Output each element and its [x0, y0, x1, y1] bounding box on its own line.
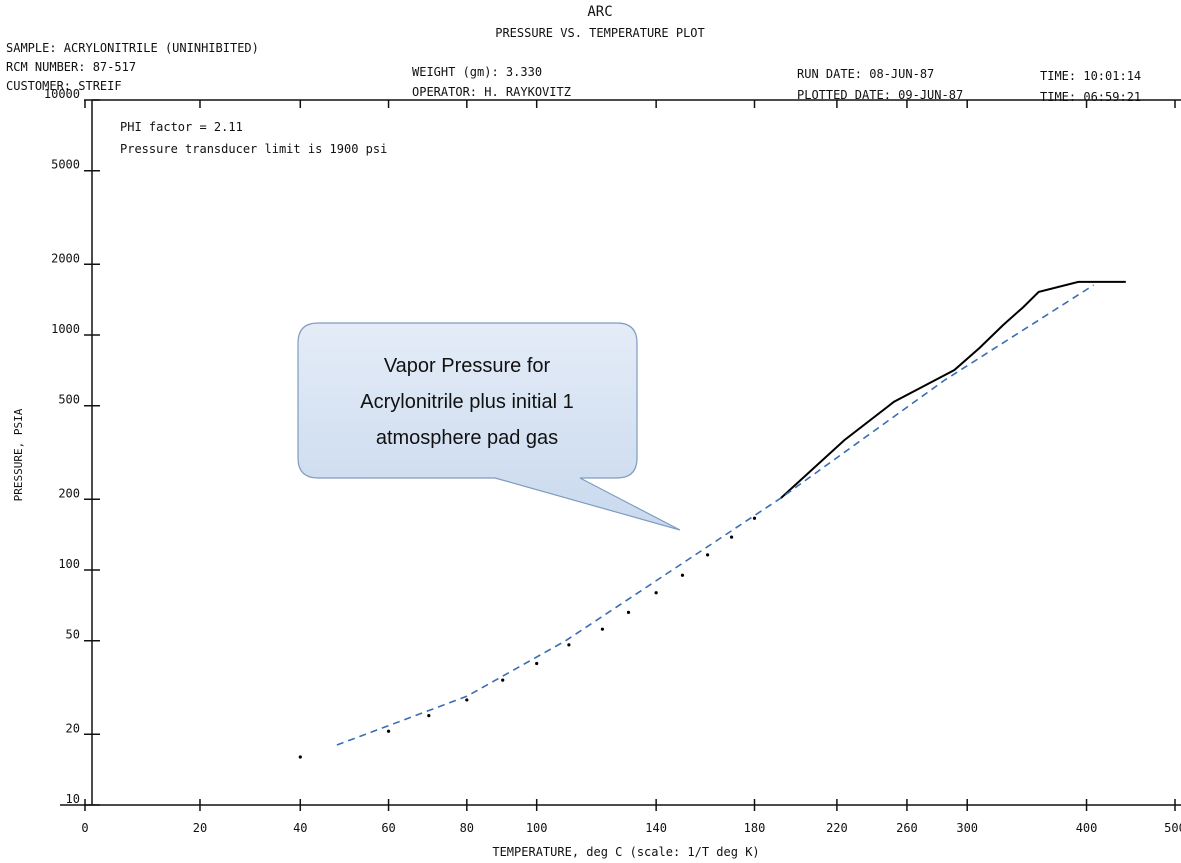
y-tick-label: 500 [58, 393, 80, 407]
rcm: RCM NUMBER: 87-517 [6, 60, 136, 74]
data-point [626, 610, 631, 615]
data-point [729, 535, 734, 539]
plotted-time: TIME: 06:59:21 [1040, 90, 1141, 104]
run-time: TIME: 10:01:14 [1040, 69, 1141, 83]
data-point [680, 573, 685, 577]
data-point [705, 553, 710, 557]
chart-subtitle: PRESSURE VS. TEMPERATURE PLOT [495, 26, 705, 40]
operator: OPERATOR: H. RAYKOVITZ [412, 85, 571, 99]
data-point [465, 698, 469, 702]
data-point [501, 678, 505, 682]
annotation: PHI factor = 2.11 [120, 120, 243, 134]
annotation: Pressure transducer limit is 1900 psi [120, 142, 387, 156]
x-tick-label: 40 [293, 821, 307, 835]
x-tick-label: 400 [1076, 821, 1098, 835]
plotted-date: PLOTTED DATE: 09-JUN-87 [797, 88, 963, 102]
data-point [752, 516, 757, 520]
y-tick-label: 2000 [51, 251, 80, 265]
pressure-line [780, 280, 1126, 499]
x-axis-title: TEMPERATURE, deg C (scale: 1/T deg K) [492, 845, 759, 859]
x-tick-label: 20 [193, 821, 207, 835]
y-tick-label: 10 [66, 792, 80, 806]
x-tick-label: 220 [826, 821, 848, 835]
x-tick-label: 300 [956, 821, 978, 835]
x-tick-label: 80 [460, 821, 474, 835]
callout-text: Vapor Pressure for [384, 355, 551, 377]
x-tick-label: 100 [526, 821, 548, 835]
data-point [600, 627, 605, 631]
data-point [654, 591, 658, 595]
y-tick-label: 20 [66, 721, 80, 735]
y-tick-label: 10000 [44, 87, 80, 101]
callout-box [297, 322, 681, 531]
y-tick-label: 200 [58, 486, 80, 500]
data-point [298, 755, 302, 759]
x-tick-label: 140 [645, 821, 667, 835]
x-tick-label: 0 [81, 821, 88, 835]
x-tick-label: 60 [381, 821, 395, 835]
callout-text: Acrylonitrile plus initial 1 [360, 391, 573, 413]
y-axis-title: PRESSURE, PSIA [12, 408, 25, 501]
data-point [386, 729, 391, 733]
x-tick-label: 180 [744, 821, 766, 835]
weight: WEIGHT (gm): 3.330 [412, 65, 542, 79]
chart-title: ARC [587, 4, 612, 20]
y-tick-label: 100 [58, 557, 80, 571]
x-tick-label: 500 [1164, 821, 1181, 835]
sample: SAMPLE: ACRYLONITRILE (UNINHIBITED) [6, 41, 259, 55]
run-date: RUN DATE: 08-JUN-87 [797, 67, 934, 81]
data-point [427, 714, 431, 718]
y-tick-label: 5000 [51, 158, 80, 172]
data-point [567, 643, 571, 647]
callout-text: atmosphere pad gas [376, 427, 558, 449]
customer: CUSTOMER: STREIF [6, 79, 122, 93]
y-tick-label: 1000 [51, 322, 80, 336]
y-tick-label: 50 [66, 628, 80, 642]
callout: Vapor Pressure for Acrylonitrile plus in… [297, 322, 681, 531]
data-point [535, 661, 539, 666]
x-tick-label: 260 [896, 821, 918, 835]
